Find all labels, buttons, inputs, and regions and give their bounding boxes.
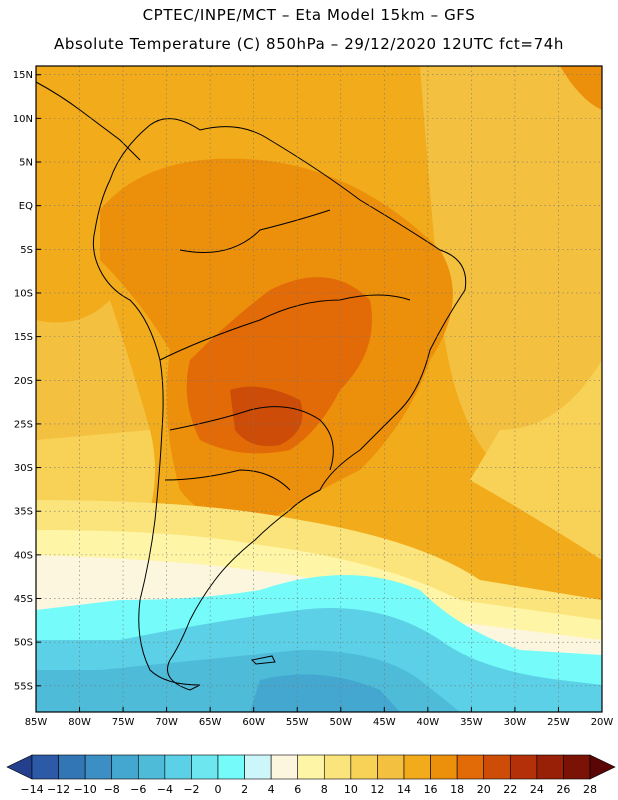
longitude-labels: 85W 80W 75W 70W 65W 60W 55W 50W 45W 40W 35W 30W 25W 2…	[25, 717, 614, 728]
chart-subtitle: Absolute Temperature (C) 850hPa – 29/12/…	[54, 35, 564, 53]
colorbar-box	[563, 754, 591, 780]
lat-label: 40S	[14, 550, 33, 561]
colorbar-box	[377, 754, 405, 780]
lat-label: 10S	[14, 288, 33, 299]
colorbar-box	[430, 754, 458, 780]
coastlines	[35, 81, 467, 691]
colorbar-label: 24	[530, 783, 544, 796]
lon-label: 45W	[373, 717, 396, 728]
colorbar-label: −10	[74, 783, 97, 796]
colorbar-label: −12	[47, 783, 70, 796]
lat-label: 50S	[14, 638, 33, 649]
colorbar-label: 8	[321, 783, 328, 796]
border-line-4	[164, 469, 291, 491]
lon-label: 70W	[155, 717, 178, 728]
south-america-outline	[92, 118, 467, 691]
colorbar-box	[297, 754, 325, 780]
border-line-3	[169, 406, 334, 471]
colorbar-box	[137, 754, 166, 780]
lat-label: 25S	[14, 419, 33, 430]
lat-label: 45S	[14, 594, 33, 605]
colorbar-box	[483, 754, 511, 780]
colorbar-box	[270, 754, 299, 780]
colorbar-box	[456, 754, 485, 780]
colorbar-label: −2	[183, 783, 199, 796]
colorbar-label: 10	[344, 783, 358, 796]
lat-label: 15S	[14, 332, 33, 343]
colorbar-label: 18	[450, 783, 464, 796]
colorbar-box	[31, 754, 59, 780]
colorbar-box	[536, 754, 564, 780]
lon-label: 30W	[504, 717, 527, 728]
colorbar-box	[509, 754, 538, 780]
field-atlantic-12-14	[470, 360, 602, 560]
falklands-outline	[250, 655, 276, 665]
lat-label: 15N	[13, 70, 33, 81]
colorbar-max-arrow	[589, 754, 616, 780]
colorbar-label: −14	[20, 783, 43, 796]
colorbar-label: −6	[130, 783, 146, 796]
border-line-1	[159, 294, 411, 361]
lon-label: 35W	[460, 717, 483, 728]
lat-label: 35S	[14, 507, 33, 518]
colorbar-label: 14	[397, 783, 411, 796]
lon-label: 65W	[199, 717, 222, 728]
lon-label: 60W	[242, 717, 265, 728]
colorbar-label: 4	[268, 783, 275, 796]
colorbar-box	[403, 754, 431, 780]
map-frame	[35, 65, 603, 713]
colorbar-box	[217, 754, 245, 780]
central-america-coast	[35, 81, 141, 161]
lat-label: 20S	[14, 376, 33, 387]
colorbar-label: −4	[157, 783, 173, 796]
colorbar	[6, 754, 616, 780]
lon-label: 20W	[591, 717, 614, 728]
colorbar-label: 20	[477, 783, 491, 796]
colorbar-label: 6	[294, 783, 301, 796]
colorbar-box	[164, 754, 192, 780]
colorbar-label: −8	[104, 783, 120, 796]
colorbar-label: 12	[370, 783, 384, 796]
colorbar-label: 2	[241, 783, 248, 796]
colorbar-box	[84, 754, 113, 780]
field-south-neg-4	[250, 674, 400, 712]
lon-label: 80W	[68, 717, 91, 728]
lon-label: 55W	[286, 717, 309, 728]
colorbar-labels: −14 −12 −10 −8 −6 −4 −2 0 2 4 6 8 10 12 14 16 18 20 22 24 26…	[20, 783, 597, 796]
colorbar-box	[58, 754, 86, 780]
colorbar-box	[350, 754, 378, 780]
chart-title: CPTEC/INPE/MCT – Eta Model 15km – GFS	[142, 6, 476, 24]
colorbar-box	[191, 754, 219, 780]
colorbar-label: 22	[503, 783, 517, 796]
temperature-field	[36, 66, 602, 712]
lon-label: 25W	[547, 717, 570, 728]
colorbar-label: 28	[583, 783, 597, 796]
border-line-2	[179, 209, 331, 253]
colorbar-box	[111, 754, 139, 780]
field-ne-corner	[560, 66, 602, 110]
lat-label: 10N	[13, 114, 33, 125]
lon-label: 40W	[417, 717, 440, 728]
colorbar-label: 16	[424, 783, 438, 796]
colorbar-box	[244, 754, 272, 780]
colorbar-box	[323, 754, 352, 780]
field-core-22-24	[230, 386, 303, 446]
lat-label: EQ	[19, 201, 33, 212]
colorbar-min-arrow	[6, 754, 33, 780]
colorbar-label: 26	[556, 783, 570, 796]
lon-label: 75W	[112, 717, 135, 728]
colorbar-label: 0	[215, 783, 222, 796]
field-pacific-12-14	[36, 430, 155, 520]
lon-label: 85W	[25, 717, 48, 728]
lat-label: 5N	[19, 158, 33, 169]
latitude-labels: 15N 10N 5N EQ 5S 10S 15S 20S 25S 30S 35S 40S 45S 50S 5…	[13, 70, 33, 692]
lon-label: 50W	[329, 717, 352, 728]
lat-label: 30S	[14, 463, 33, 474]
lat-label: 55S	[14, 681, 33, 692]
field-pacific-14-16	[36, 300, 150, 450]
lat-label: 5S	[20, 245, 33, 256]
